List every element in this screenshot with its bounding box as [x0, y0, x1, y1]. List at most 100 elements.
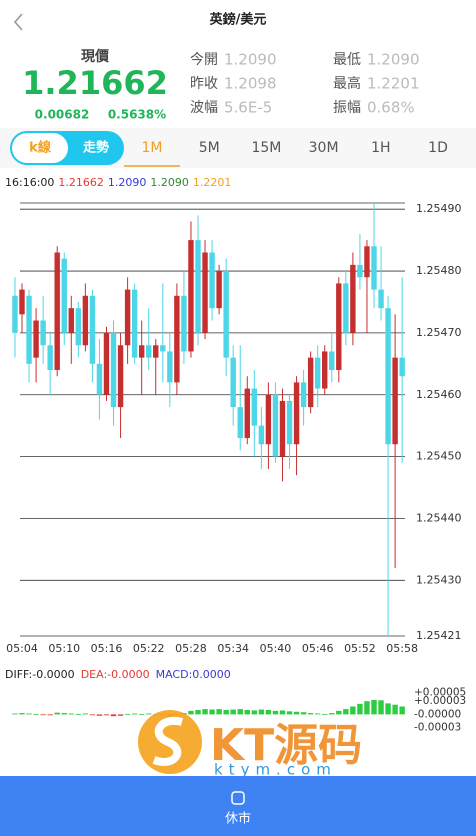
x-tick-label: 05:16 [91, 642, 123, 655]
candle-body [124, 289, 131, 346]
candle-body [364, 246, 370, 278]
info-time: 16:16:00 [5, 176, 54, 189]
macd-bar [131, 713, 138, 715]
macd-bar [12, 713, 18, 715]
periods: 1M 5M 15M 30M 1H 1D [124, 140, 448, 167]
watermark-url: ktym.com [214, 761, 337, 779]
stat-label: 今開 [190, 52, 218, 68]
stats: 今開 1.2090 昨收 1.2098 波幅 5.6E-5 最低 1.2090 最高 1.2201… [190, 51, 420, 117]
price: 1.21662 [22, 64, 168, 102]
macd-bar [89, 714, 96, 716]
macd-bar [209, 709, 215, 715]
candle-body [89, 295, 96, 364]
candle-body [223, 271, 229, 358]
candle-body [188, 240, 194, 352]
candle-body [12, 295, 18, 333]
macd-bar [96, 714, 103, 716]
macd-bar [357, 703, 363, 715]
candle-body [19, 289, 25, 315]
macd-bar [322, 713, 328, 715]
candle-body [343, 283, 349, 333]
macd-tick-label: +0.00003 [414, 695, 466, 707]
footer-status[interactable]: 休市 [225, 811, 251, 827]
period-tab[interactable]: 15M [251, 140, 281, 156]
macd-bar [385, 703, 391, 715]
info-value: 1.21662 [58, 176, 104, 189]
macd-bar [61, 713, 67, 715]
y-tick-label: 1.25470 [416, 326, 462, 339]
toggle-kline[interactable]: k線 [29, 140, 52, 156]
candle-body [385, 308, 391, 445]
macd-bar [350, 706, 356, 715]
y-tick-label: 1.25440 [416, 511, 462, 524]
x-tick-label: 05:28 [175, 642, 207, 655]
price-change-pct: 0.5638% [108, 108, 166, 122]
macd-bar [371, 699, 377, 715]
candle-body [322, 351, 328, 389]
watermark: KT源码 ktym.com [138, 710, 362, 779]
macd-bar [392, 704, 398, 715]
candle-body [399, 357, 405, 377]
x-tick-label: 05:46 [302, 642, 334, 655]
macd-bar [68, 713, 74, 715]
candle-body [258, 425, 265, 445]
back-button[interactable] [13, 13, 23, 31]
candle-body [237, 407, 243, 439]
candle-body [110, 332, 117, 408]
macd-bar [117, 714, 124, 716]
candle-body [54, 252, 60, 371]
x-tick-label: 05:40 [260, 642, 292, 655]
stat-value: 1.2090 [224, 51, 277, 69]
macd-tick-label: -0.00003 [414, 722, 461, 734]
stat-label: 波幅 [190, 100, 218, 116]
y-tick-label: 1.25480 [416, 264, 462, 277]
macd-bar [230, 709, 236, 715]
candle-body [138, 345, 145, 358]
macd-bar [378, 700, 384, 715]
toggle-trend[interactable]: 走勢 [83, 140, 109, 156]
macd-bar [75, 713, 82, 715]
candle-body [26, 295, 32, 364]
macd-bar [237, 709, 243, 715]
macd-bar [33, 713, 39, 715]
info-value: 1.2201 [193, 176, 232, 189]
macd-bar [47, 714, 53, 716]
candle-body [61, 258, 67, 333]
y-tick-label: 1.25450 [416, 450, 462, 463]
candle-body [314, 357, 321, 389]
candle-body [117, 345, 124, 408]
candle-body [167, 351, 173, 383]
candle-body [209, 252, 215, 309]
y-tick-label: 1.25460 [416, 388, 462, 401]
stat-value: 0.68% [367, 99, 415, 117]
macd-bar [138, 713, 145, 715]
candle-body [131, 289, 138, 358]
macd-legend-item: DEA:-0.0000 [81, 668, 150, 681]
info-value: 1.2090 [150, 176, 189, 189]
info-value: 1.2090 [108, 176, 147, 189]
macd-bar [124, 713, 131, 715]
kline-chart: 1.25490 1.25480 1.25470 1.25460 1.25450 1.254… [6, 202, 461, 655]
period-tab[interactable]: 30M [309, 140, 339, 156]
period-tab[interactable]: 1H [371, 140, 390, 156]
watermark-logo-s [152, 716, 184, 766]
candle-body [300, 382, 307, 408]
macd-bar [223, 710, 229, 715]
candle-body [202, 252, 208, 333]
toggle-active[interactable] [12, 133, 68, 163]
period-tab[interactable]: 1D [428, 140, 448, 156]
macd-bar [272, 710, 279, 715]
y-tick-label: 1.25421 [416, 629, 462, 642]
macd-bar [244, 710, 250, 715]
macd-bar [399, 706, 405, 715]
period-tab[interactable]: 5M [199, 140, 220, 156]
price-label: 現價 [81, 48, 110, 65]
macd-bar [258, 709, 265, 715]
candle-body [307, 357, 314, 408]
period-tab[interactable]: 1M [142, 140, 163, 156]
macd-bar [307, 713, 314, 715]
candle-body [251, 388, 258, 426]
candle-body [96, 363, 103, 395]
